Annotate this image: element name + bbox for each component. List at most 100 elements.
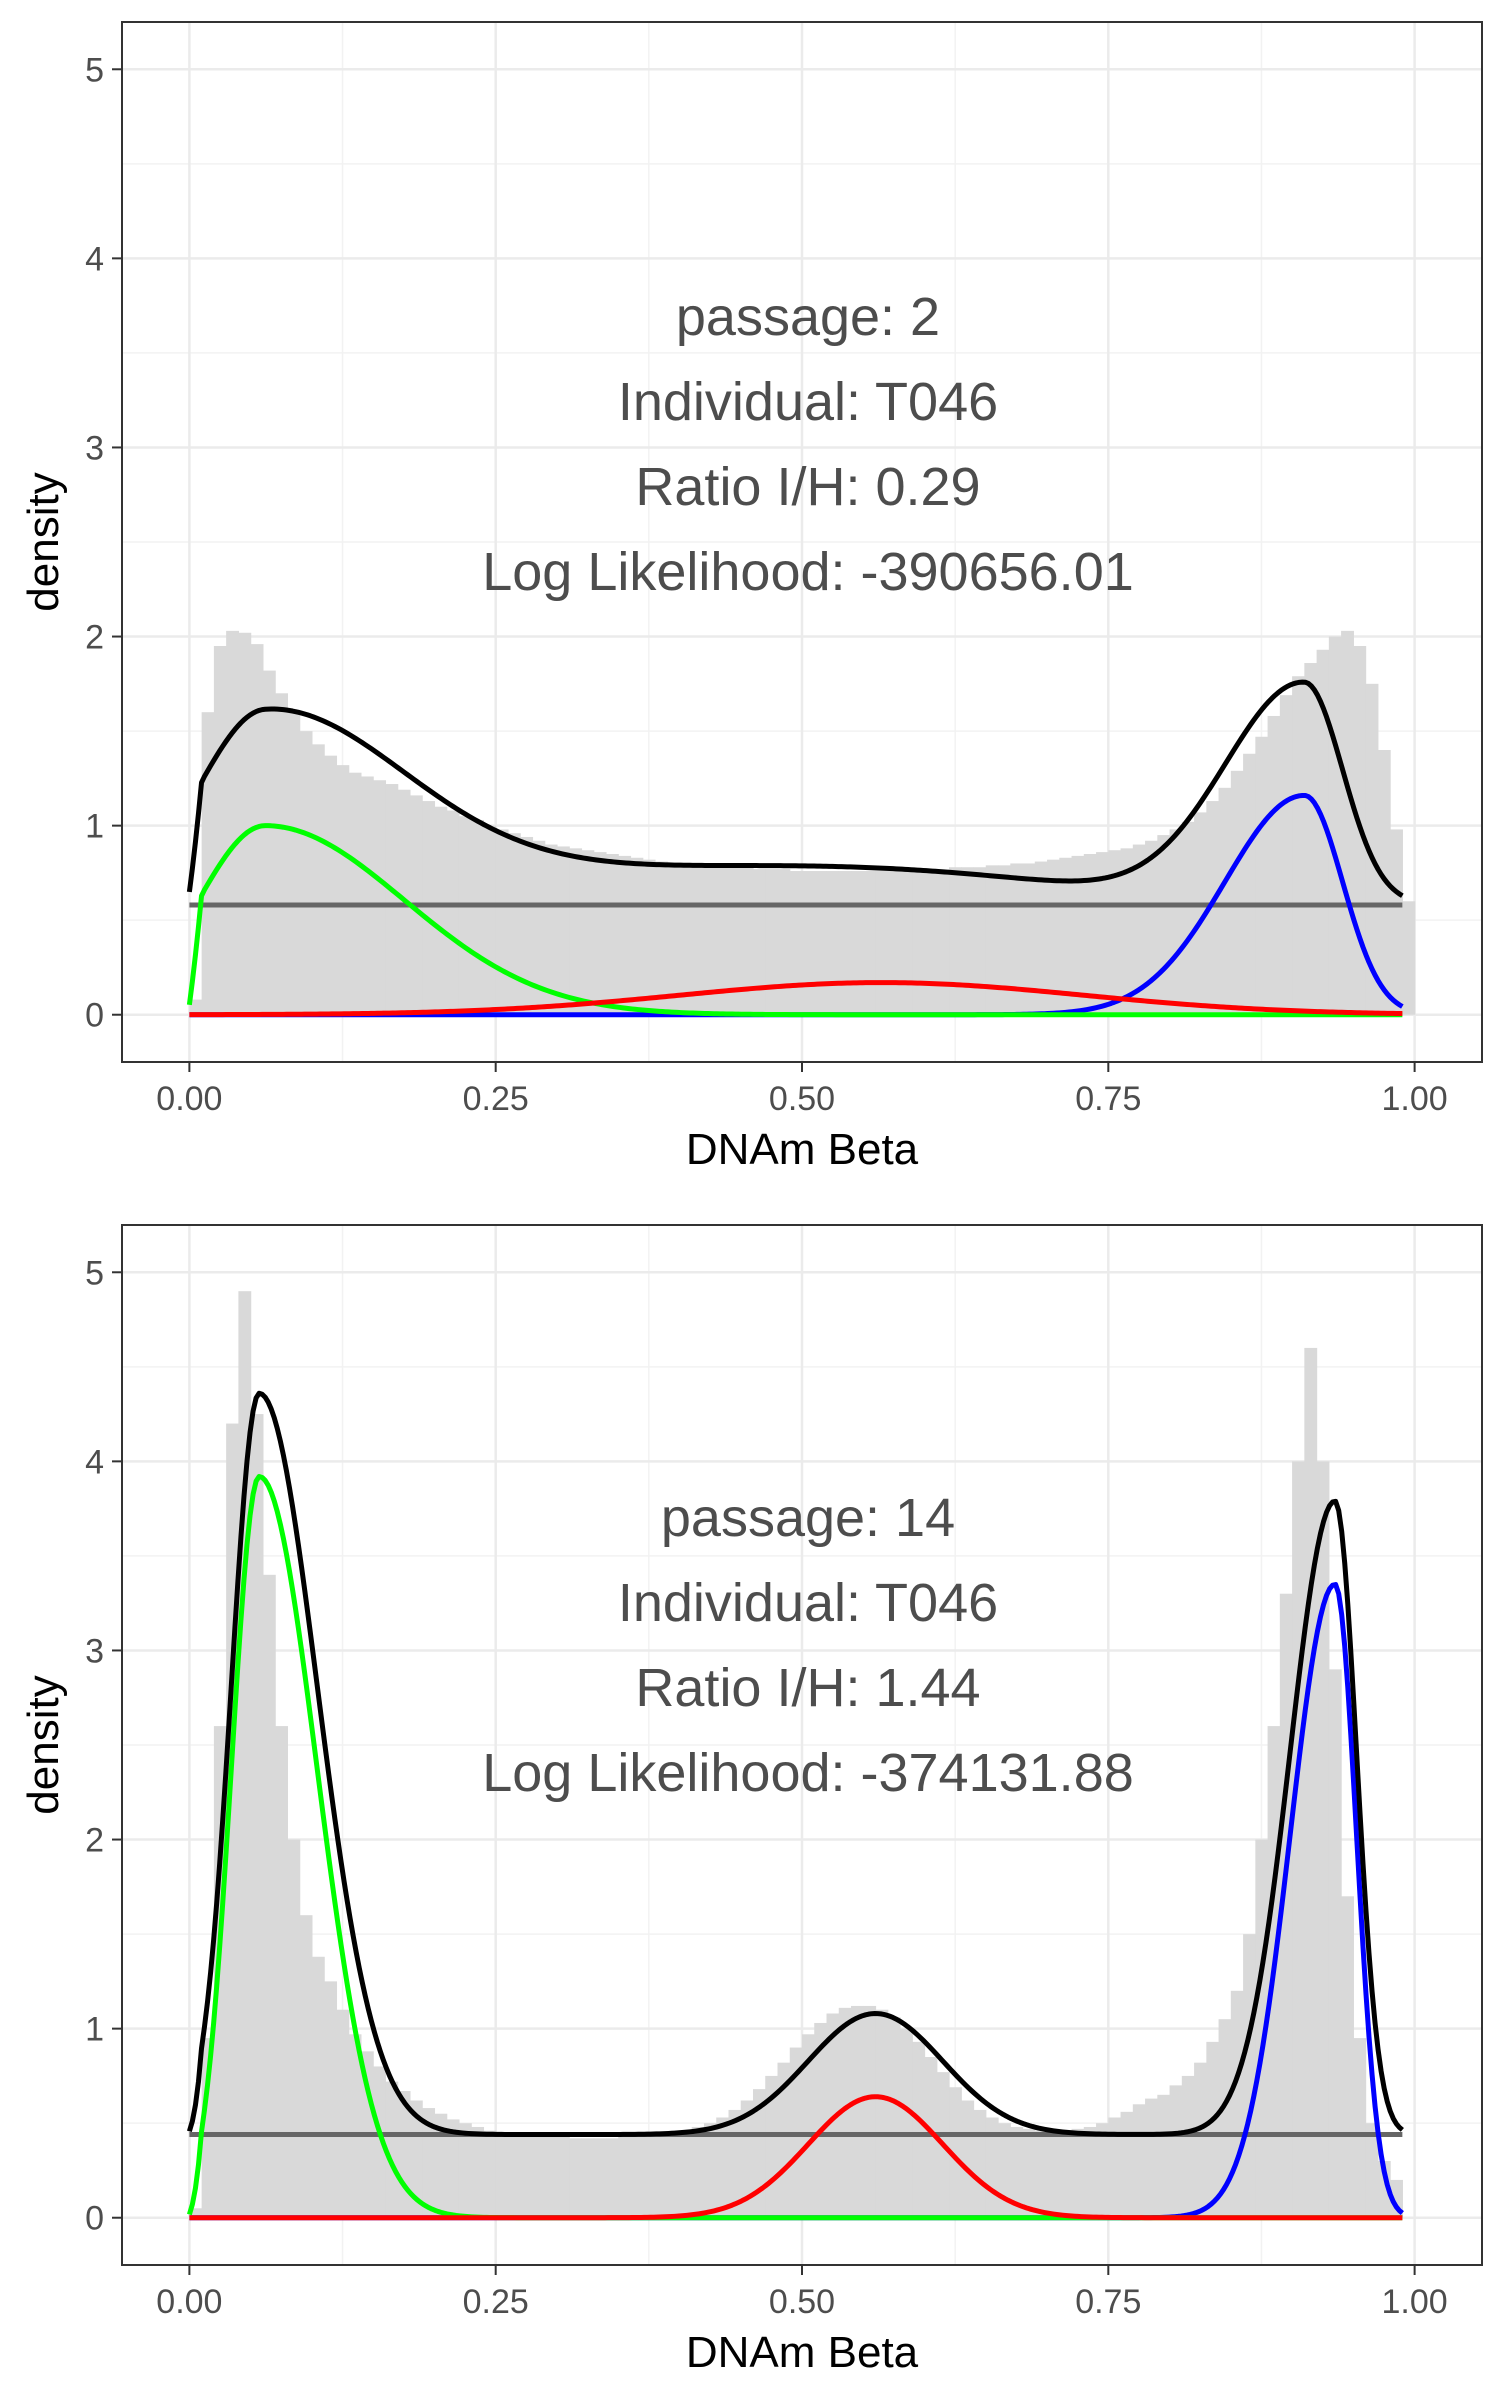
histogram-bar [1108, 2117, 1122, 2218]
panel-2-density-curves [186, 1390, 1404, 2221]
histogram-bar [1341, 1896, 1354, 2218]
histogram-bar [1316, 649, 1330, 1015]
panel-1-y-ticks: 0 1 2 3 4 5 [85, 51, 122, 1035]
histogram-bar [189, 999, 203, 1015]
y-tick-label: 1 [85, 808, 104, 846]
histogram-bar [311, 1956, 325, 2218]
histogram-bar [238, 632, 252, 1015]
histogram-bar [1194, 812, 1207, 1015]
histogram-bar [544, 844, 558, 1015]
panel-2-annotation-individual: Individual: T046 [618, 1573, 998, 1633]
histogram-bar [887, 2017, 901, 2218]
histogram-bar [385, 784, 399, 1015]
histogram-bar [618, 855, 632, 1015]
histogram-bar [299, 1915, 313, 2218]
histogram-bar [630, 2136, 644, 2218]
histogram-bar [348, 772, 362, 1015]
histogram-bar [213, 1726, 227, 2218]
histogram-bar [495, 829, 509, 1015]
histogram-bar [740, 2100, 754, 2218]
histogram-bar [654, 861, 668, 1015]
histogram-bar [961, 867, 975, 1015]
histogram-bar [299, 731, 313, 1015]
histogram-bar [1328, 1669, 1342, 2218]
histogram-bar [1181, 821, 1195, 1015]
histogram-bar [851, 2005, 864, 2218]
x-tick-label: 0.75 [1075, 2283, 1141, 2321]
histogram-bar [275, 693, 289, 1015]
x-tick-label: 0.25 [463, 2283, 529, 2321]
histogram-bar [581, 850, 595, 1015]
histogram-bar [605, 2138, 619, 2218]
histogram-bar [973, 867, 987, 1015]
histogram-bar [1083, 854, 1097, 1015]
histogram-bar [409, 2100, 423, 2218]
histogram-bar [1022, 863, 1036, 1015]
histogram-bar [336, 765, 350, 1015]
histogram-bar [373, 2066, 387, 2218]
histogram-bar [1279, 695, 1293, 1015]
histogram-bar [1316, 1461, 1330, 2218]
histogram-bar [1071, 855, 1085, 1015]
histogram-bar [826, 871, 840, 1015]
y-tick-label: 2 [85, 1822, 104, 1860]
histogram-bar [507, 2134, 521, 2218]
histogram-bar [998, 865, 1011, 1015]
histogram-bar [1230, 1990, 1244, 2218]
histogram-bar [1010, 2126, 1024, 2218]
histogram-bar [1206, 801, 1220, 1015]
histogram-bar [973, 2109, 987, 2218]
histogram-bar [532, 840, 546, 1015]
histogram-bar [1132, 844, 1146, 1015]
x-tick-label: 0.50 [769, 2283, 835, 2321]
histogram-bar [458, 2123, 472, 2218]
histogram-bar [446, 810, 460, 1015]
histogram-bar [667, 863, 681, 1015]
histogram-bar [1402, 901, 1416, 1015]
histogram-bar [814, 2022, 828, 2218]
histogram-bar [1218, 787, 1232, 1015]
histogram-bar [201, 2038, 215, 2218]
panel-1-x-axis-title: DNAm Beta [686, 1125, 919, 1174]
histogram-bar [1034, 2130, 1048, 2218]
histogram-bar [887, 871, 901, 1015]
histogram-bar [1108, 850, 1122, 1015]
histogram-bar [642, 859, 656, 1015]
histogram-bar [863, 871, 877, 1015]
histogram-bar [1206, 2041, 1220, 2218]
histogram-bar [912, 869, 926, 1015]
y-tick-label: 5 [85, 51, 104, 89]
histogram-bar [1145, 2098, 1158, 2218]
histogram-bar [1292, 676, 1305, 1015]
histogram-bar [1243, 1934, 1256, 2218]
x-tick-label: 1.00 [1382, 2283, 1448, 2321]
histogram-bar [593, 2138, 607, 2218]
histogram-bar [1365, 2123, 1379, 2218]
panel-2-y-axis-title: density [19, 1675, 68, 1814]
histogram-bar [1059, 2130, 1073, 2218]
histogram-bar [642, 2136, 656, 2218]
histogram-bar [1120, 2111, 1134, 2218]
histogram-bar [507, 833, 521, 1015]
histogram-bar [458, 816, 472, 1015]
histogram-bar [348, 2034, 362, 2218]
histogram-bar [949, 2087, 962, 2218]
histogram-bar [703, 2123, 717, 2218]
histogram-bar [924, 2057, 938, 2218]
histogram-bar [1096, 852, 1109, 1015]
histogram-bar [544, 2136, 558, 2218]
histogram-bar [851, 871, 864, 1015]
histogram-bar [1194, 2062, 1207, 2218]
y-tick-label: 0 [85, 997, 104, 1035]
histogram-bar [1230, 770, 1244, 1015]
histogram-bar [900, 871, 913, 1015]
histogram-bar [961, 2100, 975, 2218]
panel-2-annotation-passage: passage: 14 [661, 1488, 955, 1548]
histogram-bar [630, 857, 644, 1015]
histogram-bar [875, 871, 889, 1015]
histogram-bar [532, 2136, 546, 2218]
histogram-bar [434, 2113, 448, 2218]
histogram-bar [1022, 2128, 1036, 2218]
